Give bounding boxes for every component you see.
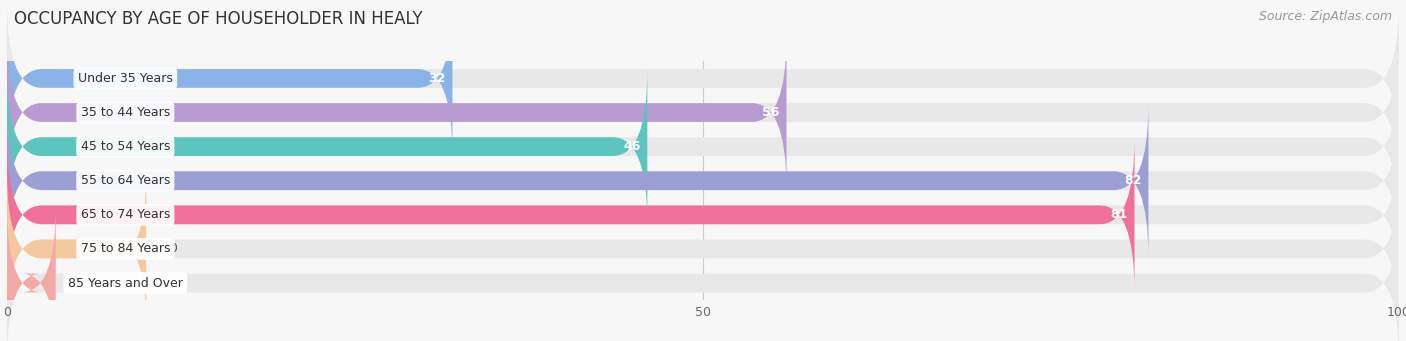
Text: Under 35 Years: Under 35 Years [77, 72, 173, 85]
FancyBboxPatch shape [7, 37, 1399, 189]
FancyBboxPatch shape [7, 105, 1399, 256]
FancyBboxPatch shape [7, 105, 1149, 256]
Text: 10: 10 [163, 242, 179, 255]
FancyBboxPatch shape [7, 71, 1399, 222]
Text: 75 to 84 Years: 75 to 84 Years [80, 242, 170, 255]
Text: 46: 46 [623, 140, 640, 153]
Text: 35 to 44 Years: 35 to 44 Years [80, 106, 170, 119]
FancyBboxPatch shape [7, 207, 56, 341]
Text: 32: 32 [427, 72, 446, 85]
Text: Source: ZipAtlas.com: Source: ZipAtlas.com [1258, 10, 1392, 23]
Text: 81: 81 [1111, 208, 1128, 221]
Text: 56: 56 [762, 106, 779, 119]
FancyBboxPatch shape [7, 139, 1135, 291]
FancyBboxPatch shape [7, 139, 1399, 291]
Text: 65 to 74 Years: 65 to 74 Years [80, 208, 170, 221]
Text: OCCUPANCY BY AGE OF HOUSEHOLDER IN HEALY: OCCUPANCY BY AGE OF HOUSEHOLDER IN HEALY [14, 10, 423, 28]
Text: 85 Years and Over: 85 Years and Over [67, 277, 183, 290]
Text: 45 to 54 Years: 45 to 54 Years [80, 140, 170, 153]
Text: 55 to 64 Years: 55 to 64 Years [80, 174, 170, 187]
Text: 0: 0 [73, 277, 80, 290]
FancyBboxPatch shape [7, 3, 453, 154]
FancyBboxPatch shape [7, 173, 1399, 325]
FancyBboxPatch shape [7, 173, 146, 325]
FancyBboxPatch shape [7, 207, 1399, 341]
Text: 82: 82 [1123, 174, 1142, 187]
FancyBboxPatch shape [7, 3, 1399, 154]
FancyBboxPatch shape [7, 37, 786, 189]
FancyBboxPatch shape [7, 71, 647, 222]
